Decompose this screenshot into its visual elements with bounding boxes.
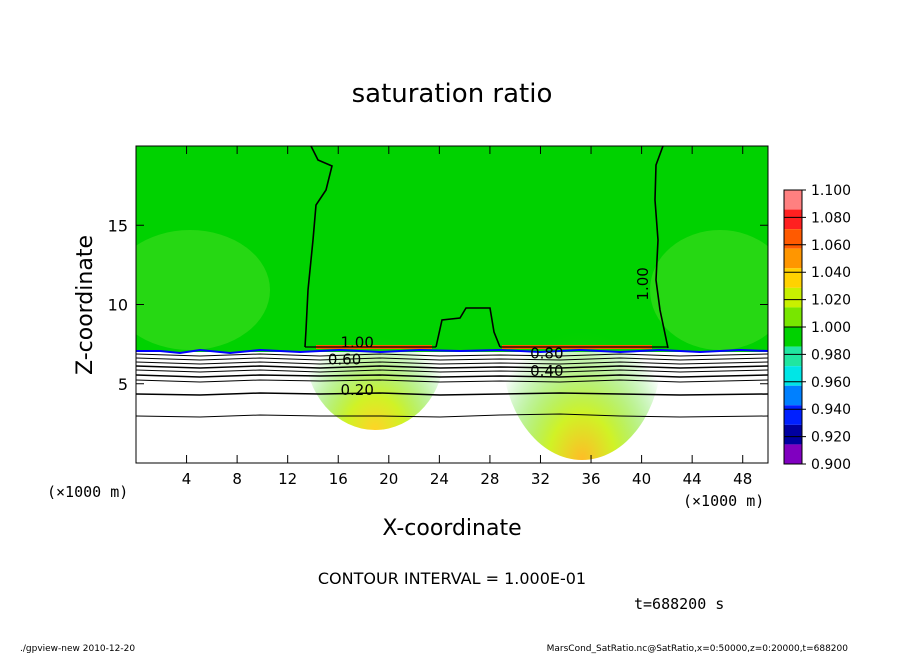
- colorbar-cell: [784, 424, 802, 445]
- colorbar-label: 1.080: [811, 210, 851, 226]
- contour-label: 0.80: [530, 344, 563, 362]
- x-axis: 4 8 12 16 20 24 28 32 36 40 44 48: [182, 146, 752, 488]
- contour-lines-lower: [136, 353, 768, 418]
- x-tick-label: 20: [379, 470, 398, 488]
- colorbar-label: 1.000: [811, 320, 851, 336]
- x-tick-label: 24: [430, 470, 449, 488]
- x-tick-label: 36: [581, 470, 600, 488]
- colorbar-cell: [784, 268, 802, 288]
- colorbar-cell: [784, 405, 802, 425]
- colorbar-cell: [784, 346, 802, 367]
- x-tick-label: 12: [278, 470, 297, 488]
- y-axis-title: Z-coordinate: [73, 235, 98, 375]
- colorbar-cell: [784, 385, 802, 406]
- footer-left: ./gpview-new 2010-12-20: [20, 644, 135, 654]
- contour-label: 0.40: [530, 362, 563, 380]
- colorbar-label: 0.920: [811, 430, 851, 446]
- x-tick-label: 4: [182, 470, 192, 488]
- x-unit-right: (×1000 m): [683, 492, 764, 510]
- contour-1-00-left: [304, 146, 333, 348]
- colorbar: 1.100 1.080 1.060 1.040 1.020 1.000 0.980 0.960…: [783, 183, 851, 473]
- contour-label: 1.00: [340, 333, 373, 351]
- contour-label: 0.20: [340, 381, 373, 399]
- footer-right: MarsCond_SatRatio.nc@SatRatio,x=0:50000,…: [547, 644, 849, 654]
- x-unit-left: (×1000 m): [47, 483, 128, 501]
- contour-1-00-right: [654, 146, 669, 349]
- colorbar-label: 0.960: [811, 375, 851, 391]
- colorbar-cell: [784, 190, 802, 210]
- contour-labels: 1.001.000.60 0.800.400.20: [328, 267, 652, 399]
- colorbar-label: 1.020: [811, 293, 851, 309]
- light-region-left: [136, 230, 270, 350]
- y-tick-label: 5: [118, 375, 128, 394]
- colorbar-label: 0.980: [811, 347, 851, 363]
- y-tick-label: 15: [108, 216, 128, 235]
- y-tick-label: 10: [108, 296, 128, 315]
- contour-1-00-dome: [435, 307, 501, 348]
- colorbar-cell: [784, 229, 802, 249]
- colorbar-cell: [784, 327, 802, 347]
- x-tick-label: 32: [531, 470, 550, 488]
- x-tick-label: 8: [232, 470, 242, 488]
- colorbar-cell: [784, 444, 802, 464]
- subsaturated-region: [136, 352, 768, 463]
- colorbar-cell: [784, 287, 802, 308]
- colorbar-cell: [784, 307, 802, 327]
- colorbar-label: 0.900: [811, 457, 851, 473]
- light-region-right: [650, 230, 768, 350]
- colorbar-label: 0.940: [811, 402, 851, 418]
- chart-title: saturation ratio: [352, 79, 553, 109]
- colorbar-cell: [784, 366, 802, 386]
- colorbar-cell: [784, 209, 802, 230]
- warm-plume-left: [305, 270, 445, 430]
- contour-label: 1.00: [634, 267, 652, 300]
- contour-interval-label: CONTOUR INTERVAL = 1.000E-01: [318, 569, 586, 588]
- x-axis-title: X-coordinate: [382, 516, 521, 541]
- x-tick-label: 28: [480, 470, 499, 488]
- colorbar-label: 1.060: [811, 238, 851, 254]
- x-tick-label: 48: [733, 470, 752, 488]
- x-tick-label: 40: [632, 470, 651, 488]
- contour-label: 0.60: [328, 351, 361, 369]
- plot-area: [136, 146, 768, 463]
- x-tick-label: 44: [683, 470, 702, 488]
- dry-edge-band: [136, 348, 768, 355]
- time-label: t=688200 s: [634, 595, 724, 613]
- colorbar-label: 1.040: [811, 265, 851, 281]
- colorbar-cell: [784, 248, 802, 269]
- y-axis: 5 10 15: [108, 216, 768, 394]
- x-tick-label: 16: [329, 470, 348, 488]
- colorbar-label: 1.100: [811, 183, 851, 199]
